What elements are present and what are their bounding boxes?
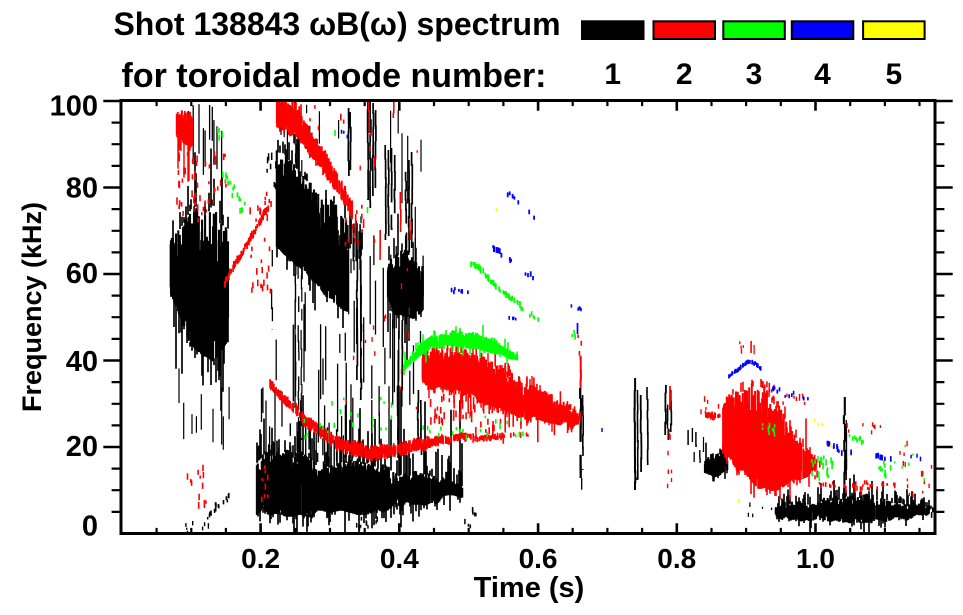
svg-text:Frequency (kHz): Frequency (kHz) xyxy=(17,202,47,412)
svg-text:5: 5 xyxy=(885,58,902,91)
svg-text:40: 40 xyxy=(66,346,98,378)
svg-text:for toroidal mode number:: for toroidal mode number: xyxy=(122,57,547,95)
svg-text:60: 60 xyxy=(66,258,98,290)
svg-text:3: 3 xyxy=(746,58,763,91)
svg-text:80: 80 xyxy=(66,173,98,205)
svg-text:1: 1 xyxy=(604,58,621,91)
svg-text:Shot 138843 ωB(ω) spectrum: Shot 138843 ωB(ω) spectrum xyxy=(113,6,560,42)
svg-text:0.4: 0.4 xyxy=(380,543,419,574)
svg-text:Time (s): Time (s) xyxy=(474,572,585,604)
svg-text:1.0: 1.0 xyxy=(796,543,835,574)
svg-text:0.6: 0.6 xyxy=(519,543,558,574)
svg-text:0.2: 0.2 xyxy=(241,543,280,574)
svg-text:0: 0 xyxy=(82,510,98,542)
svg-text:20: 20 xyxy=(66,431,98,463)
svg-text:0.8: 0.8 xyxy=(657,543,696,574)
svg-text:100: 100 xyxy=(50,91,98,123)
svg-text:4: 4 xyxy=(814,58,831,91)
svg-text:2: 2 xyxy=(676,58,693,91)
